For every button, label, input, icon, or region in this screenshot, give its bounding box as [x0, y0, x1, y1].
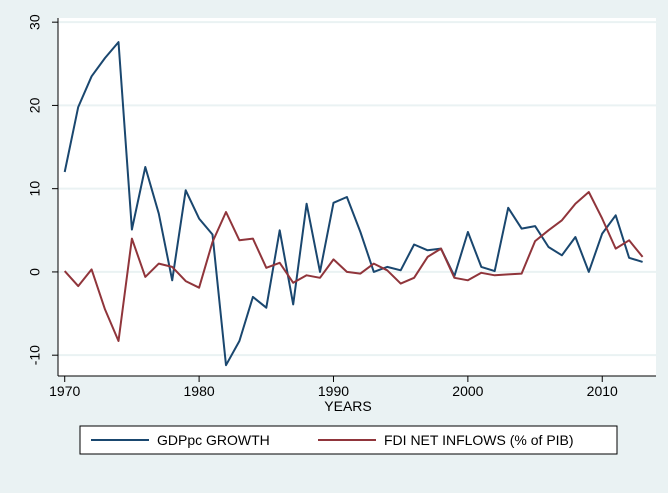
y-tick-label: 10: [27, 181, 43, 197]
y-tick-label: -10: [27, 345, 43, 365]
x-tick-label: 1970: [49, 383, 80, 399]
x-tick-label: 1990: [318, 383, 349, 399]
plot-area: [58, 18, 656, 376]
series-line-2: [63, 191, 644, 342]
x-tick-label: 1980: [184, 383, 215, 399]
series-lines: [63, 41, 644, 367]
series-line-1: [63, 41, 643, 367]
legend-label-2: FDI NET INFLOWS (% of PIB): [384, 432, 574, 448]
x-tick-label: 2000: [452, 383, 483, 399]
legend: GDPpc GROWTH FDI NET INFLOWS (% of PIB): [79, 425, 618, 455]
legend-label-1: GDPpc GROWTH: [157, 432, 270, 448]
axis-ticks: -10 0 10 20 30 1970 1980 1990 2000 2010: [27, 14, 618, 399]
x-tick-label: 2010: [587, 383, 618, 399]
y-tick-label: 30: [27, 14, 43, 30]
y-tick-label: 20: [27, 97, 43, 113]
gridlines: [58, 21, 656, 357]
y-tick-label: 0: [27, 268, 43, 276]
x-axis-label: YEARS: [324, 398, 371, 414]
